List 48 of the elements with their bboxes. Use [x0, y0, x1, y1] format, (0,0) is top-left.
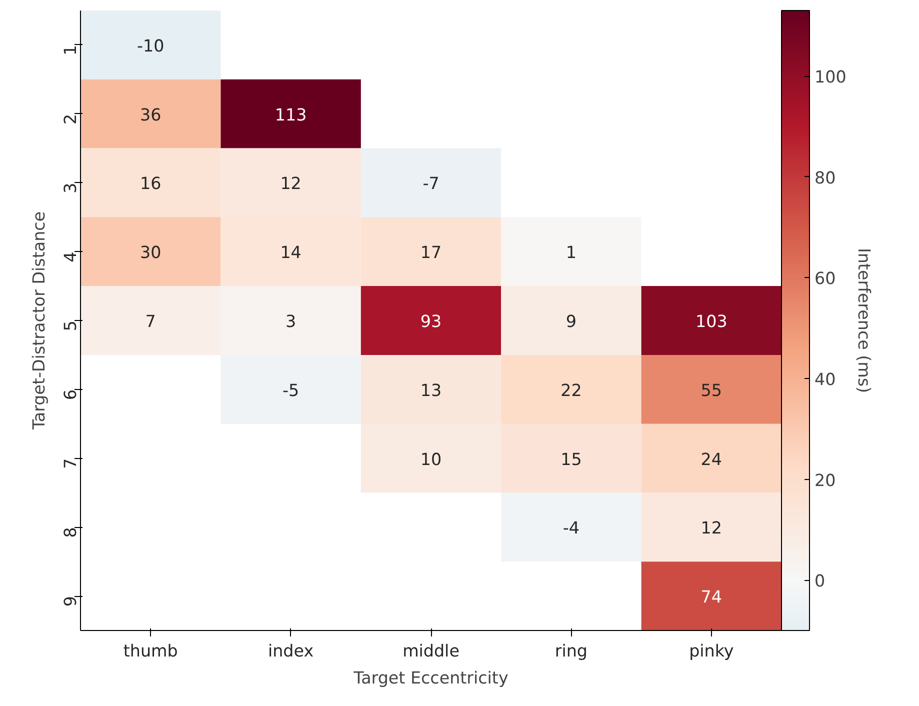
data-label: 55 [700, 380, 722, 400]
data-label: 36 [140, 105, 162, 124]
x-tick-label: ring [554, 642, 588, 660]
data-label: 93 [420, 312, 442, 331]
data-label: 15 [560, 450, 582, 469]
data-label: -7 [422, 174, 440, 194]
x-tick-label: middle [402, 642, 460, 660]
data-label: 9 [566, 312, 577, 331]
y-tick-label: 2 [61, 114, 80, 124]
y-axis-title: Target-Distractor Distance [30, 211, 48, 431]
data-label: 22 [560, 380, 582, 400]
data-label: 113 [274, 105, 307, 124]
data-label: 24 [700, 450, 722, 469]
color-bar-label: 80 [814, 168, 836, 188]
y-tick-label: 8 [61, 527, 80, 538]
y-tick-label: 9 [61, 596, 80, 607]
data-label: 12 [280, 174, 302, 194]
data-label: 74 [700, 588, 722, 607]
data-label: 103 [696, 312, 728, 331]
color-bar-label: 40 [814, 370, 836, 389]
y-tick-label: 5 [61, 320, 80, 332]
color-bar-label: 0 [814, 572, 826, 591]
color-bar-label: 100 [814, 68, 846, 87]
data-label: 12 [700, 518, 722, 538]
data-label: 17 [420, 243, 442, 262]
data-label: 14 [280, 243, 302, 262]
y-tick-label: 1 [61, 44, 80, 56]
data-label: -5 [282, 380, 300, 400]
x-tick-label: index [268, 642, 314, 660]
y-tick-label: 4 [61, 252, 80, 262]
data-label: -10 [137, 36, 164, 56]
data-label: 10 [420, 450, 442, 469]
y-tick-label: 7 [61, 458, 80, 469]
x-tick-label: pinky [689, 642, 734, 660]
color-bar-label: 60 [814, 269, 836, 288]
color-bar-title: Interference (ms) [854, 248, 874, 394]
data-label: 3 [286, 312, 296, 331]
x-tick-label: thumb [123, 642, 178, 660]
data-label: 7 [145, 312, 156, 331]
data-label: 1 [566, 243, 577, 262]
data-label: -4 [562, 518, 580, 538]
x-axis-title: Target Eccentricity [352, 668, 508, 688]
y-tick-label: 3 [61, 182, 80, 194]
data-label: 13 [420, 380, 442, 400]
data-label: 30 [140, 243, 162, 262]
y-tick-label: 6 [61, 389, 80, 400]
data-label: 16 [140, 174, 162, 194]
color-bar-label: 20 [814, 470, 836, 490]
